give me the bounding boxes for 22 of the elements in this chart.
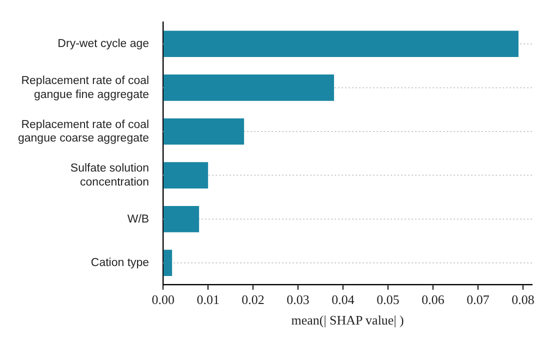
- bar: [164, 250, 172, 276]
- y-tick-label: Dry-wet cycle age: [58, 38, 150, 50]
- x-tick-label: 0.04: [332, 292, 355, 308]
- bar: [164, 206, 200, 232]
- y-tick-label: W/B: [127, 213, 150, 226]
- x-tick-label: 0.01: [196, 292, 220, 308]
- bar: [164, 30, 519, 58]
- x-tick-label: 0.07: [466, 292, 490, 308]
- x-tick-label: 0.06: [422, 292, 445, 308]
- x-tick-label: 0.00: [152, 292, 174, 308]
- x-axis-title: mean(| SHAP value| ): [291, 312, 404, 328]
- x-tick-label: 0.05: [376, 292, 400, 308]
- x-tick-label: 0.02: [242, 292, 264, 308]
- y-tick-label: Replacement rate of coal gangue coarse aggregate: [18, 118, 150, 145]
- y-tick-label: Cation type: [90, 257, 150, 270]
- bar: [164, 74, 334, 101]
- bar: [164, 162, 208, 188]
- y-tick-label: Sulfate solution concentration: [70, 162, 150, 188]
- y-tick-label: Replacement rate of coal gangue fine aggregate: [21, 74, 150, 101]
- x-tick-label: 0.03: [286, 292, 310, 308]
- bar: [164, 118, 244, 145]
- x-tick-label: 0.08: [512, 292, 534, 308]
